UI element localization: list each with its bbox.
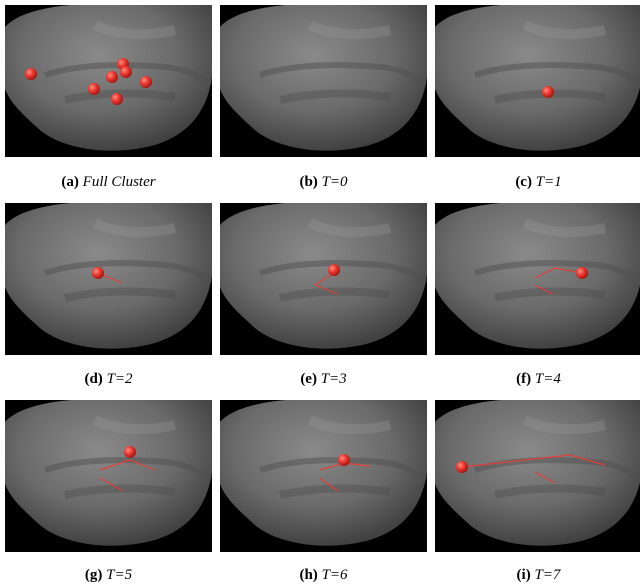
cluster-point [338,454,350,466]
caption: (h) T=6 [299,567,348,583]
panel-image [5,202,212,355]
caption-text: T=3 [321,371,347,387]
caption-label: (a) [61,174,79,190]
caption: (i) T=7 [517,567,562,583]
cluster-point [542,86,554,98]
cluster-point [124,446,136,458]
panel-image [435,202,640,355]
panel [435,399,640,552]
panel-image [220,399,427,552]
panel-image [435,399,640,552]
caption-label: (d) [84,371,102,387]
cluster-point [576,267,588,279]
cluster-point [106,71,118,83]
cluster-point [328,264,340,276]
caption-label: (b) [299,174,317,190]
caption-text: T=7 [534,567,561,583]
panel-image [435,4,640,157]
caption: (b) T=0 [299,174,348,190]
caption: (g) T=5 [85,567,133,583]
cluster-point [88,83,100,95]
panel-image [5,399,212,552]
caption-label: (g) [85,567,103,583]
caption-text: Full Cluster [82,174,156,190]
panel-image [220,202,427,355]
caption-label: (e) [300,371,317,387]
caption-label: (f) [516,371,531,387]
panel-image [220,4,427,157]
panel [220,399,427,552]
panel [435,202,640,355]
panel [5,399,212,552]
caption-label: (h) [299,567,317,583]
caption: (c) T=1 [515,174,561,190]
caption: (d) T=2 [84,371,133,387]
panel [220,202,427,355]
figure: (a) Full Cluster (b) T=0 (c) T=1 (d) T=2 (e)… [0,0,640,585]
caption-text: T=0 [322,174,348,190]
cluster-point [140,76,152,88]
caption-label: (c) [515,174,532,190]
panel [220,4,427,157]
cluster-point [120,66,132,78]
caption: (f) T=4 [516,371,561,387]
cluster-point [111,93,123,105]
panel [5,202,212,355]
caption-text: T=1 [536,174,562,190]
caption-text: T=2 [107,371,133,387]
panel [5,4,212,157]
cluster-point [456,461,468,473]
panel [435,4,640,157]
caption: (a) Full Cluster [61,174,155,190]
caption-text: T=6 [322,567,348,583]
cluster-point [25,68,37,80]
cluster-point [92,267,104,279]
caption-text: T=4 [535,371,561,387]
caption-label: (i) [517,567,531,583]
caption: (e) T=3 [300,371,346,387]
caption-text: T=5 [106,567,132,583]
